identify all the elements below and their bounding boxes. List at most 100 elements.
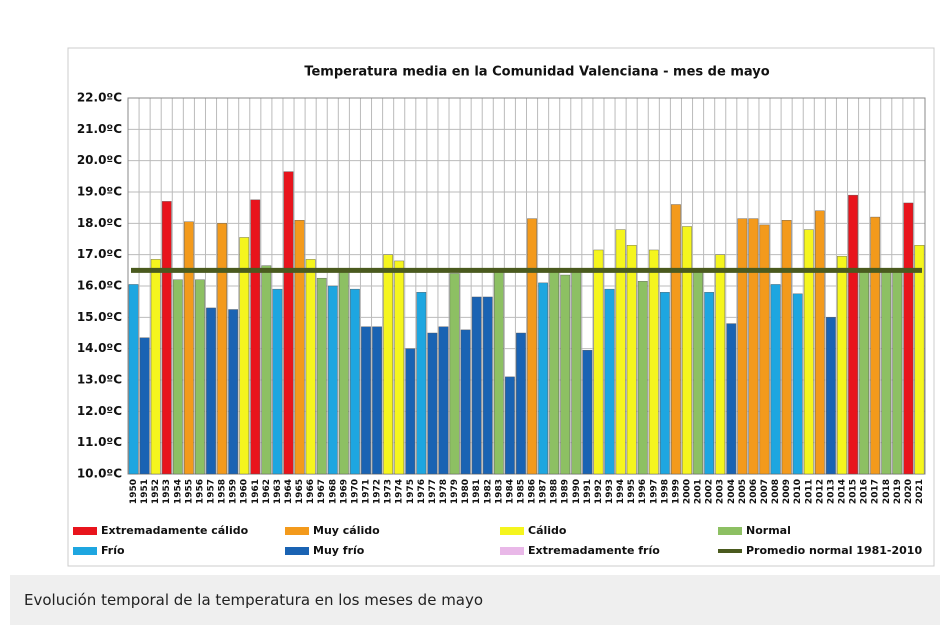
x-tick-label: 2007 [760,479,770,504]
x-tick-label: 1976 [417,479,427,504]
bar [128,284,139,475]
bar [781,219,792,475]
x-tick-label: 1959 [229,479,239,504]
x-tick-label: 1999 [671,479,681,504]
bar [715,254,726,475]
legend-label: Cálido [528,524,567,537]
bar [759,224,770,475]
x-tick-label: 1990 [572,479,582,504]
x-tick-label: 1969 [339,479,349,504]
x-tick-label: 1977 [428,479,438,504]
x-tick-label: 1970 [350,479,360,504]
bar [726,323,737,475]
x-tick-label: 2017 [871,479,881,504]
bar [682,226,692,475]
x-tick-label: 1986 [528,479,538,504]
legend-swatch [285,527,309,535]
bar [471,296,482,475]
bar [339,270,349,475]
legend-label: Frío [101,544,125,557]
bar [505,376,515,475]
bar [549,270,560,475]
x-tick-label: 2018 [882,479,892,504]
x-tick-label: 1960 [240,479,250,504]
bar [172,279,183,475]
legend-swatch [285,547,309,555]
x-tick-label: 1958 [218,479,228,504]
bar [803,229,814,475]
x-tick-label: 2021 [915,479,925,504]
x-tick-label: 1994 [616,479,626,504]
y-tick-label: 15.0ºC [77,310,122,324]
x-tick-label: 1987 [539,479,549,504]
bar [870,216,881,475]
bar [228,309,239,475]
x-tick-label: 2014 [837,479,847,504]
bar [892,270,903,475]
y-tick-label: 11.0ºC [77,435,122,449]
bar [206,307,216,475]
x-tick-label: 1985 [516,479,526,504]
legend-label: Promedio normal 1981-2010 [746,544,922,557]
bar [250,199,261,475]
bar [582,350,593,475]
bar [527,218,537,475]
y-tick-label: 12.0ºC [77,404,122,418]
x-tick-label: 1950 [129,479,139,504]
bar [493,270,504,475]
x-tick-label: 2019 [893,479,903,504]
x-tick-label: 1996 [638,479,648,504]
x-tick-label: 1957 [207,479,217,504]
x-tick-label: 1966 [306,479,316,504]
bar [438,326,449,475]
x-tick-label: 1954 [173,479,183,504]
y-tick-label: 21.0ºC [77,122,122,136]
bar [792,293,803,475]
bar [560,274,571,475]
legend-label: Muy cálido [313,524,380,537]
bar [294,219,305,475]
x-tick-label: 1975 [406,479,416,504]
x-tick-label: 1978 [439,479,449,504]
x-tick-label: 2020 [904,479,914,504]
x-tick-label: 2004 [727,479,737,504]
x-tick-label: 2000 [683,479,693,504]
legend-swatch [500,547,524,555]
legend-swatch [73,527,97,535]
bar [615,229,626,475]
caption: Evolución temporal de la temperatura en … [10,575,940,625]
x-tick-label: 1982 [483,479,493,504]
bar [848,194,858,475]
x-tick-label: 1963 [273,479,283,504]
x-tick-label: 1962 [262,479,272,504]
x-tick-label: 2011 [804,479,814,504]
y-tick-label: 16.0ºC [77,279,122,293]
bar [814,210,825,475]
y-tick-label: 22.0ºC [77,91,122,105]
bar [538,282,548,475]
bar [372,326,382,475]
bar [837,256,847,475]
x-tick-label: 2001 [694,479,704,504]
bar [482,296,493,475]
legend-label: Muy frío [313,544,365,557]
bar [394,260,405,475]
y-tick-label: 17.0ºC [77,247,122,261]
x-tick-label: 2002 [705,479,715,504]
y-tick-label: 20.0ºC [77,153,122,167]
x-tick-label: 2003 [716,479,726,504]
plot-border [127,97,926,475]
bar [859,270,869,475]
bar [283,171,294,475]
x-tick-label: 1956 [195,479,205,504]
y-tick-label: 13.0ºC [77,373,122,387]
x-tick-label: 1998 [660,479,670,504]
bar [449,273,460,475]
bar [239,237,250,475]
bar [770,284,781,475]
bar [316,277,327,475]
bar [626,245,637,475]
x-tick-label: 1984 [505,479,515,504]
x-tick-label: 2012 [815,479,825,504]
